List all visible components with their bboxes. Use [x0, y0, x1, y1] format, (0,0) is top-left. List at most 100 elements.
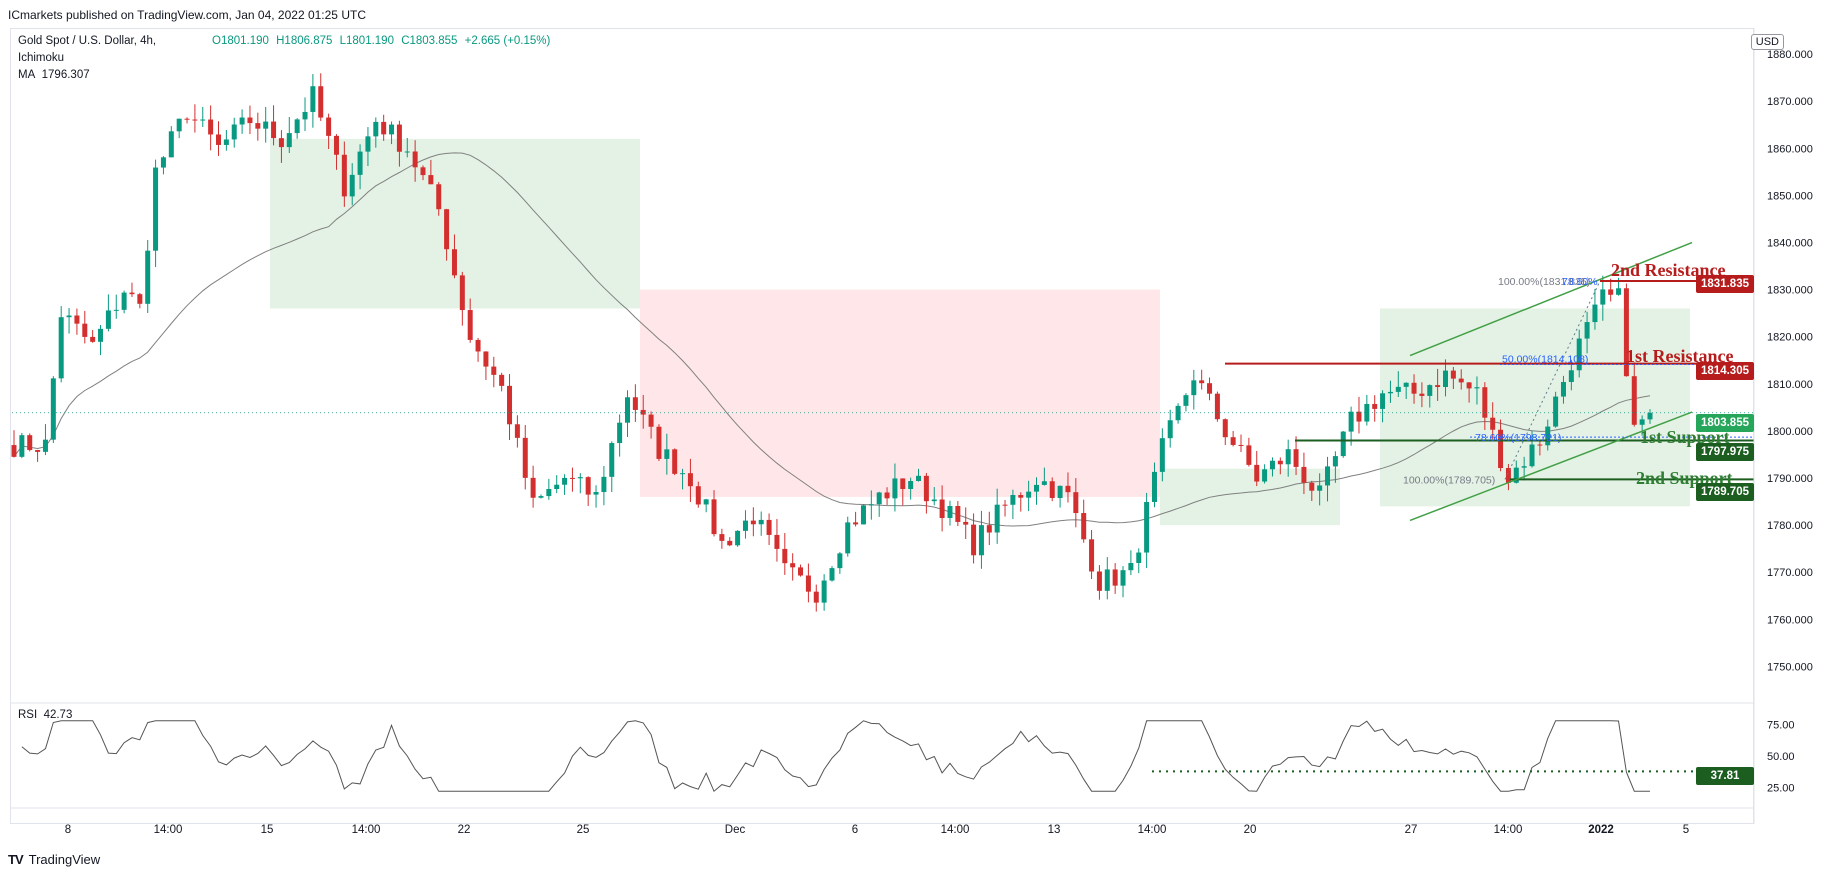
candle-body — [1498, 429, 1504, 469]
candle-body — [1222, 419, 1228, 438]
candle-body — [459, 275, 465, 311]
low-value: L1801.190 — [339, 35, 394, 47]
candle-body — [601, 476, 607, 492]
candle-body — [876, 492, 882, 505]
fib-trend-line — [1504, 280, 1601, 480]
candle-body — [664, 449, 670, 459]
candle-body — [562, 477, 568, 485]
candle-body — [412, 151, 418, 168]
moving-average — [13, 152, 1651, 527]
candle-body — [357, 151, 363, 175]
candle-body — [1631, 376, 1637, 425]
candle-body — [19, 435, 25, 457]
candle-body — [687, 473, 693, 487]
candle-body — [1521, 466, 1527, 468]
time-tick-label: 14:00 — [941, 824, 970, 836]
candle-body — [42, 439, 48, 452]
candle-body — [774, 534, 780, 549]
candle-body — [1285, 449, 1291, 465]
candle-body — [98, 328, 104, 342]
candle-body — [1513, 467, 1519, 483]
time-tick-label: 25 — [577, 824, 590, 836]
currency-badge[interactable]: USD — [1750, 34, 1784, 50]
candle-body — [719, 534, 725, 541]
candle-body — [1490, 417, 1496, 430]
candle-body — [1136, 552, 1142, 563]
candle-body — [868, 504, 874, 506]
channel-bottom — [1409, 411, 1693, 522]
close-value: C1803.855 — [401, 35, 458, 47]
symbol-title[interactable]: Gold Spot / U.S. Dollar, 4h, — [18, 35, 157, 47]
candle-body — [255, 123, 261, 129]
first-support-price: 1797.975 — [1696, 443, 1754, 461]
candle-body — [892, 478, 898, 499]
candle-body — [1104, 569, 1110, 591]
time-tick-label: 14:00 — [154, 824, 183, 836]
candle-body — [216, 134, 221, 145]
candle-body — [318, 86, 324, 118]
price-tick-label: 1870.000 — [1767, 96, 1813, 108]
candle-body — [695, 486, 701, 505]
candle-body — [1112, 569, 1118, 586]
candle-body — [223, 139, 229, 145]
rsi-legend: RSI 42.73 — [18, 709, 72, 721]
brand-footer[interactable]: TV TradingView — [8, 852, 100, 867]
candle-body — [1238, 444, 1244, 446]
candle-body — [1529, 444, 1535, 467]
candle-body — [333, 135, 339, 155]
candle-body — [1144, 501, 1150, 553]
candle-body — [365, 136, 371, 152]
chart-legend: Gold Spot / U.S. Dollar, 4h, Ichimoku MA… — [18, 33, 550, 84]
price-tick-label: 1770.000 — [1767, 567, 1813, 579]
candle-body — [790, 563, 796, 568]
price-tick-label: 1790.000 — [1767, 473, 1813, 485]
candle-body — [908, 481, 914, 489]
candle-body — [1034, 484, 1039, 492]
candle-body — [467, 310, 473, 340]
candle-body — [648, 414, 654, 427]
candle-body — [986, 525, 992, 533]
candle-body — [1553, 396, 1559, 427]
candle-body — [200, 119, 206, 121]
tradingview-name: TradingView — [28, 852, 101, 867]
candle-body — [554, 484, 560, 490]
ohlc-values: O1801.190 H1806.875 L1801.190 C1803.855 … — [212, 33, 554, 50]
candle-body — [507, 385, 513, 425]
candle-body — [389, 124, 395, 135]
first-support-label: 1st Support — [1640, 427, 1730, 447]
fib-label: 100.00%(1831.835) — [1498, 276, 1590, 288]
candle-body — [341, 154, 347, 197]
candle-body — [1584, 322, 1590, 339]
candle-body — [82, 323, 88, 337]
candle-body — [239, 117, 245, 125]
rsi-name: RSI — [18, 709, 38, 721]
candle-body — [1647, 412, 1653, 420]
candle-body — [1151, 471, 1157, 502]
ma-value: 1796.307 — [41, 69, 90, 81]
candle-body — [672, 449, 678, 474]
candle-body — [1537, 444, 1543, 446]
candle-body — [1096, 571, 1102, 591]
time-tick-label: 5 — [1683, 824, 1689, 836]
candle-body — [538, 496, 544, 498]
candle-body — [1600, 289, 1606, 305]
candle-body — [1545, 426, 1551, 446]
time-tick-label: 14:00 — [352, 824, 381, 836]
candle-body — [1207, 383, 1213, 394]
candle-body — [860, 505, 866, 525]
candle-body — [74, 315, 80, 324]
candle-body — [1466, 382, 1472, 389]
candle-body — [168, 131, 174, 158]
candle-body — [349, 174, 355, 197]
time-tick-label: 14:00 — [1138, 824, 1167, 836]
candle-body — [853, 522, 859, 525]
price-tick-label: 1810.000 — [1767, 379, 1813, 391]
indicator-name[interactable]: Ichimoku — [18, 52, 65, 64]
ma-label: MA — [18, 69, 36, 81]
candle-body — [483, 351, 489, 367]
candle-body — [782, 548, 788, 564]
current-price-badge: 1803.855 — [1696, 414, 1754, 432]
candle-body — [1065, 485, 1071, 493]
open-value: O1801.190 — [212, 35, 269, 47]
